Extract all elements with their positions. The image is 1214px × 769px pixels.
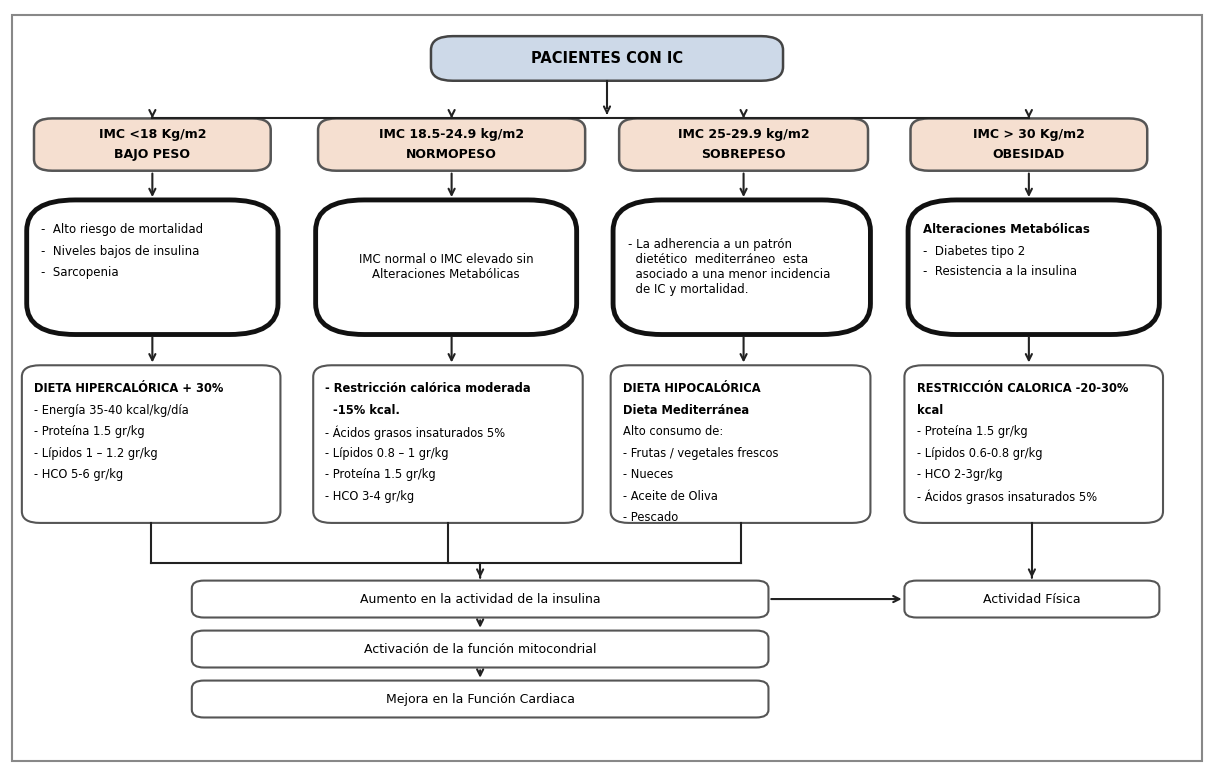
- FancyBboxPatch shape: [316, 200, 577, 335]
- Text: -  Diabetes tipo 2: - Diabetes tipo 2: [923, 245, 1025, 258]
- FancyBboxPatch shape: [22, 365, 280, 523]
- FancyBboxPatch shape: [192, 681, 768, 717]
- Text: IMC <18 Kg/m2: IMC <18 Kg/m2: [98, 128, 206, 141]
- Text: Aumento en la actividad de la insulina: Aumento en la actividad de la insulina: [359, 593, 601, 605]
- Text: - La adherencia a un patrón
  dietético  mediterráneo  esta
  asociado a una men: - La adherencia a un patrón dietético me…: [628, 238, 830, 296]
- Text: - Proteína 1.5 gr/kg: - Proteína 1.5 gr/kg: [325, 468, 436, 481]
- Text: -  Niveles bajos de insulina: - Niveles bajos de insulina: [41, 245, 199, 258]
- Text: - Energía 35-40 kcal/kg/día: - Energía 35-40 kcal/kg/día: [34, 404, 188, 417]
- Text: OBESIDAD: OBESIDAD: [993, 148, 1065, 161]
- FancyBboxPatch shape: [611, 365, 870, 523]
- Text: - Pescado: - Pescado: [623, 511, 679, 524]
- FancyBboxPatch shape: [619, 118, 868, 171]
- Text: kcal: kcal: [917, 404, 943, 417]
- Text: - Lípidos 1 – 1.2 gr/kg: - Lípidos 1 – 1.2 gr/kg: [34, 447, 158, 460]
- FancyBboxPatch shape: [908, 200, 1159, 335]
- Text: -  Alto riesgo de mortalidad: - Alto riesgo de mortalidad: [41, 223, 204, 236]
- FancyBboxPatch shape: [192, 631, 768, 667]
- Text: - HCO 2-3gr/kg: - HCO 2-3gr/kg: [917, 468, 1003, 481]
- Text: DIETA HIPERCALÓRICA + 30%: DIETA HIPERCALÓRICA + 30%: [34, 382, 223, 395]
- FancyBboxPatch shape: [318, 118, 585, 171]
- Text: - HCO 3-4 gr/kg: - HCO 3-4 gr/kg: [325, 490, 414, 503]
- FancyBboxPatch shape: [910, 118, 1147, 171]
- FancyBboxPatch shape: [34, 118, 271, 171]
- Text: - Frutas / vegetales frescos: - Frutas / vegetales frescos: [623, 447, 778, 460]
- Text: Dieta Mediterránea: Dieta Mediterránea: [623, 404, 749, 417]
- FancyBboxPatch shape: [904, 365, 1163, 523]
- Text: Mejora en la Función Cardiaca: Mejora en la Función Cardiaca: [386, 693, 574, 705]
- Text: Actividad Física: Actividad Física: [983, 593, 1080, 605]
- Text: SOBREPESO: SOBREPESO: [702, 148, 785, 161]
- Text: BAJO PESO: BAJO PESO: [114, 148, 191, 161]
- Text: IMC 25-29.9 kg/m2: IMC 25-29.9 kg/m2: [677, 128, 810, 141]
- Text: -15% kcal.: -15% kcal.: [325, 404, 401, 417]
- Text: -  Sarcopenia: - Sarcopenia: [41, 266, 119, 279]
- Text: - Aceite de Oliva: - Aceite de Oliva: [623, 490, 717, 503]
- FancyBboxPatch shape: [904, 581, 1159, 618]
- Text: - Proteína 1.5 gr/kg: - Proteína 1.5 gr/kg: [917, 425, 1027, 438]
- FancyBboxPatch shape: [192, 581, 768, 618]
- Text: - Nueces: - Nueces: [623, 468, 673, 481]
- Text: IMC > 30 Kg/m2: IMC > 30 Kg/m2: [972, 128, 1085, 141]
- Text: - Restricción calórica moderada: - Restricción calórica moderada: [325, 382, 531, 395]
- FancyBboxPatch shape: [613, 200, 870, 335]
- Text: NORMOPESO: NORMOPESO: [407, 148, 497, 161]
- Text: PACIENTES CON IC: PACIENTES CON IC: [531, 51, 683, 66]
- Text: IMC normal o IMC elevado sin
Alteraciones Metabólicas: IMC normal o IMC elevado sin Alteracione…: [359, 253, 533, 281]
- FancyBboxPatch shape: [313, 365, 583, 523]
- Text: Activación de la función mitocondrial: Activación de la función mitocondrial: [364, 643, 596, 655]
- Text: - Lípidos 0.8 – 1 gr/kg: - Lípidos 0.8 – 1 gr/kg: [325, 447, 449, 460]
- Text: Alto consumo de:: Alto consumo de:: [623, 425, 724, 438]
- Text: -  Resistencia a la insulina: - Resistencia a la insulina: [923, 265, 1077, 278]
- FancyBboxPatch shape: [27, 200, 278, 335]
- Text: RESTRICCIÓN CALORICA -20-30%: RESTRICCIÓN CALORICA -20-30%: [917, 382, 1128, 395]
- FancyBboxPatch shape: [431, 36, 783, 81]
- Text: Alteraciones Metabólicas: Alteraciones Metabólicas: [923, 223, 1089, 236]
- Text: - Proteína 1.5 gr/kg: - Proteína 1.5 gr/kg: [34, 425, 144, 438]
- Text: - Ácidos grasos insaturados 5%: - Ácidos grasos insaturados 5%: [325, 425, 505, 440]
- Text: DIETA HIPOCALÓRICA: DIETA HIPOCALÓRICA: [623, 382, 760, 395]
- Text: - Lípidos 0.6-0.8 gr/kg: - Lípidos 0.6-0.8 gr/kg: [917, 447, 1042, 460]
- Text: IMC 18.5-24.9 kg/m2: IMC 18.5-24.9 kg/m2: [379, 128, 524, 141]
- Text: - HCO 5-6 gr/kg: - HCO 5-6 gr/kg: [34, 468, 123, 481]
- Text: - Ácidos grasos insaturados 5%: - Ácidos grasos insaturados 5%: [917, 490, 1096, 504]
